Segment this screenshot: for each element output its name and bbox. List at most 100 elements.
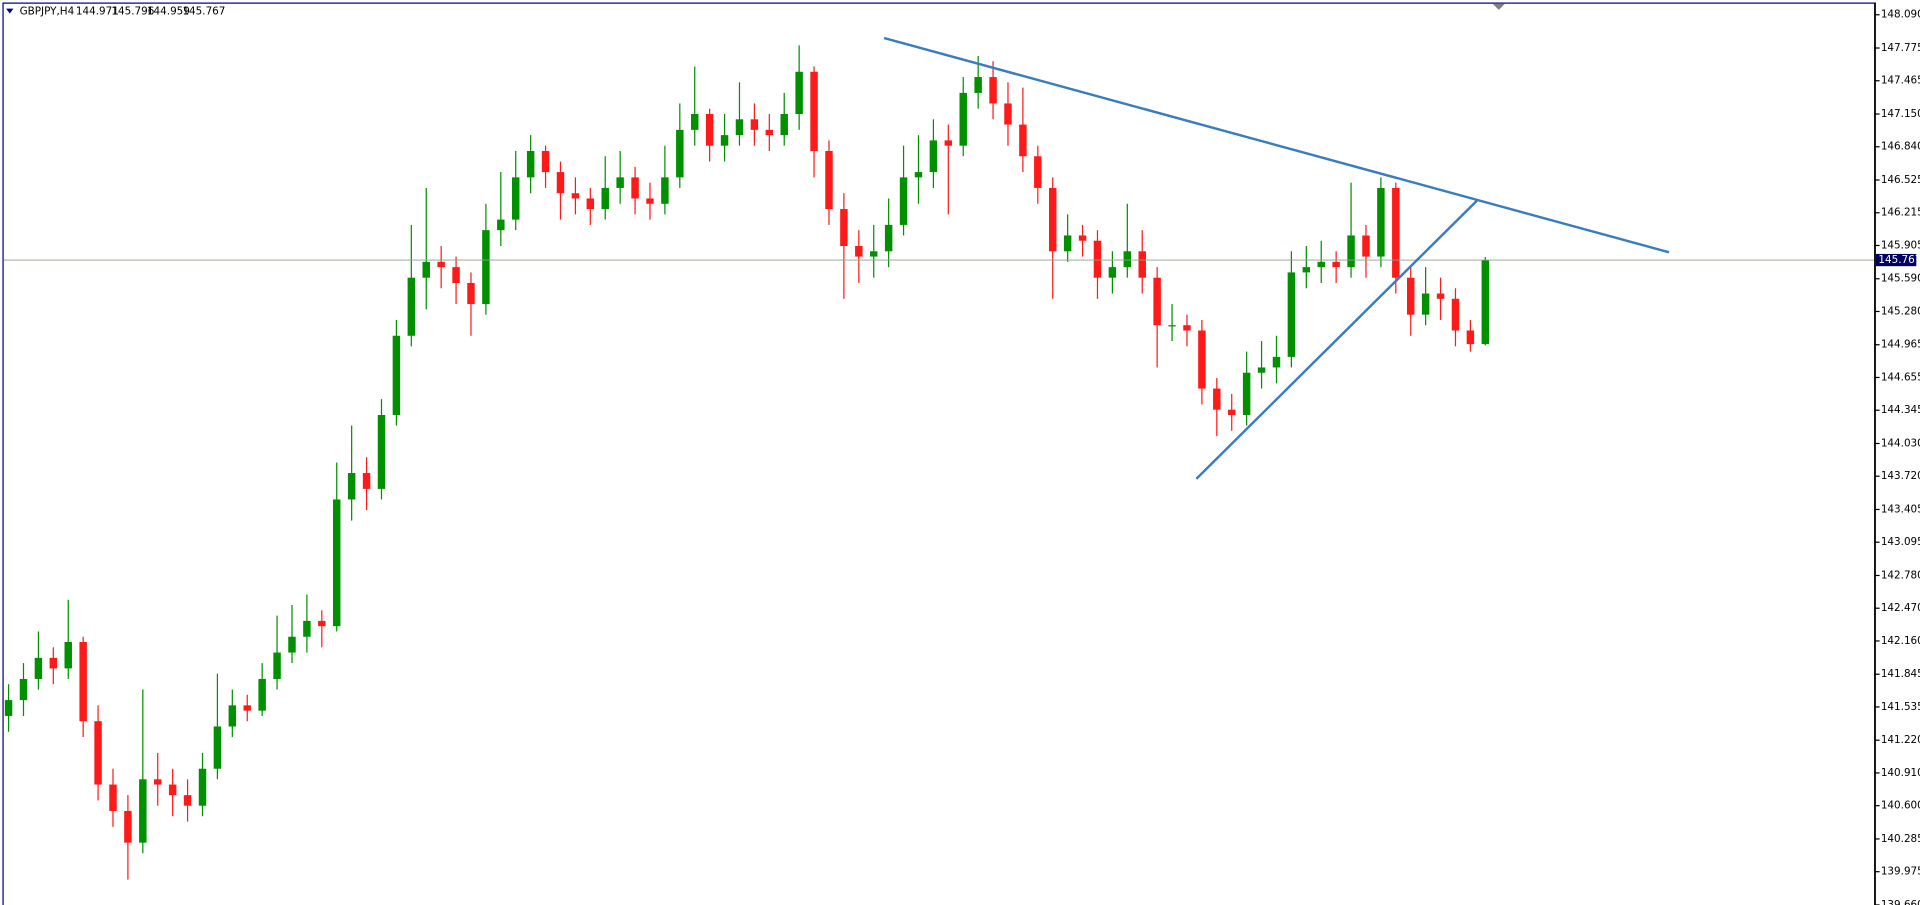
y-tick-label: 140.600 [1881, 800, 1920, 812]
candle-body [646, 198, 654, 204]
candle-body [1108, 267, 1117, 278]
candle-body [571, 193, 580, 199]
candle-body [497, 219, 505, 231]
candle-body [19, 678, 28, 701]
y-tick-label: 145.905 [1881, 239, 1920, 251]
y-tick-label: 143.720 [1881, 470, 1920, 482]
candle-body [1213, 388, 1221, 410]
y-tick-label: 142.780 [1881, 569, 1920, 581]
header-close: 145.767 [182, 6, 225, 18]
candle-body [1048, 187, 1057, 252]
candle-body [616, 177, 624, 188]
candle-body [452, 267, 460, 283]
y-tick-label: 141.220 [1881, 734, 1920, 746]
candle-body [1153, 277, 1161, 326]
y-tick-label: 141.535 [1881, 701, 1920, 713]
candle-body [1019, 124, 1027, 157]
last-price-box [1875, 253, 1917, 267]
candle-body [944, 140, 953, 146]
candle-body [1198, 330, 1206, 389]
candle-body [780, 114, 788, 136]
candle-body [1421, 293, 1430, 315]
candle-body [750, 119, 759, 130]
menu-arrow[interactable] [6, 8, 14, 14]
candle-body [601, 187, 609, 210]
y-tick-label: 148.090 [1881, 9, 1920, 21]
y-tick-label: 139.660 [1881, 899, 1920, 905]
candle-body [512, 177, 520, 220]
candle-body [1138, 251, 1146, 278]
candle-body [392, 335, 401, 415]
candle-body [79, 642, 87, 722]
candle-body [1406, 277, 1415, 315]
candle-body [64, 642, 72, 669]
candle-body [1481, 260, 1490, 345]
candle-body [139, 779, 147, 843]
chart-title: GBPJPY,H4 [20, 6, 75, 18]
candle-body [810, 71, 818, 151]
candle-body [631, 177, 639, 199]
candle-body [929, 140, 938, 173]
header-high: 145.796 [111, 6, 154, 18]
candle-body [482, 230, 490, 305]
candle-body [1004, 103, 1012, 125]
candle-body [154, 779, 162, 785]
candle-body [1242, 372, 1251, 415]
candle-body [1123, 251, 1132, 268]
candle-body [870, 251, 878, 257]
candle-body [765, 129, 774, 136]
y-tick-label: 143.405 [1881, 503, 1920, 515]
y-tick-label: 145.590 [1881, 273, 1920, 285]
trend-line [1195, 198, 1479, 480]
candle-body [705, 114, 714, 146]
y-tick-label: 145.280 [1881, 305, 1920, 317]
header-open: 144.971 [76, 6, 119, 18]
candle-body [4, 700, 13, 716]
candle-body [974, 77, 982, 93]
candle-body [541, 150, 550, 173]
candle-body [288, 636, 296, 653]
candle-body [109, 784, 117, 811]
trend-line [883, 36, 1670, 254]
candle-body [49, 657, 58, 669]
candle-body [333, 499, 341, 627]
candle-body [467, 282, 475, 305]
candle-body [183, 795, 192, 806]
y-tick-label: 144.345 [1881, 404, 1920, 416]
y-tick-label: 139.975 [1881, 866, 1920, 878]
candle-body [1227, 409, 1236, 415]
candle-body [989, 77, 997, 104]
y-tick-label: 147.775 [1881, 42, 1920, 54]
candle-body [1451, 298, 1460, 331]
price-axis: 148.090 147.775 147.465 147.150 146.840 146.5… [1874, 2, 1920, 905]
candle-body [273, 652, 281, 679]
y-tick-label: 141.845 [1881, 668, 1920, 680]
y-tick-label: 146.215 [1881, 207, 1920, 219]
candle-body [1287, 272, 1296, 357]
candles [3, 45, 1875, 880]
candle-body [318, 620, 326, 627]
y-tick-label: 140.285 [1881, 833, 1920, 845]
candle-body [1272, 356, 1281, 368]
candle-body [899, 177, 908, 225]
shift-marker [1492, 3, 1505, 10]
candle-body [1362, 235, 1370, 257]
candle-body [437, 261, 445, 268]
y-tick-label: 140.910 [1881, 767, 1920, 779]
candle-body [586, 198, 595, 210]
candle-body [1436, 293, 1445, 299]
y-tick-label: 144.965 [1881, 339, 1920, 351]
y-tick-label: 146.840 [1881, 141, 1920, 153]
candle-body [94, 721, 102, 785]
candle-body [795, 71, 803, 115]
candle-body [1392, 187, 1400, 278]
candle-body [228, 705, 237, 727]
candle-body [914, 172, 923, 178]
candle-body [243, 705, 251, 711]
candle-body [377, 414, 386, 489]
y-tick-label: 142.160 [1881, 635, 1920, 647]
candle-body [1466, 330, 1475, 345]
